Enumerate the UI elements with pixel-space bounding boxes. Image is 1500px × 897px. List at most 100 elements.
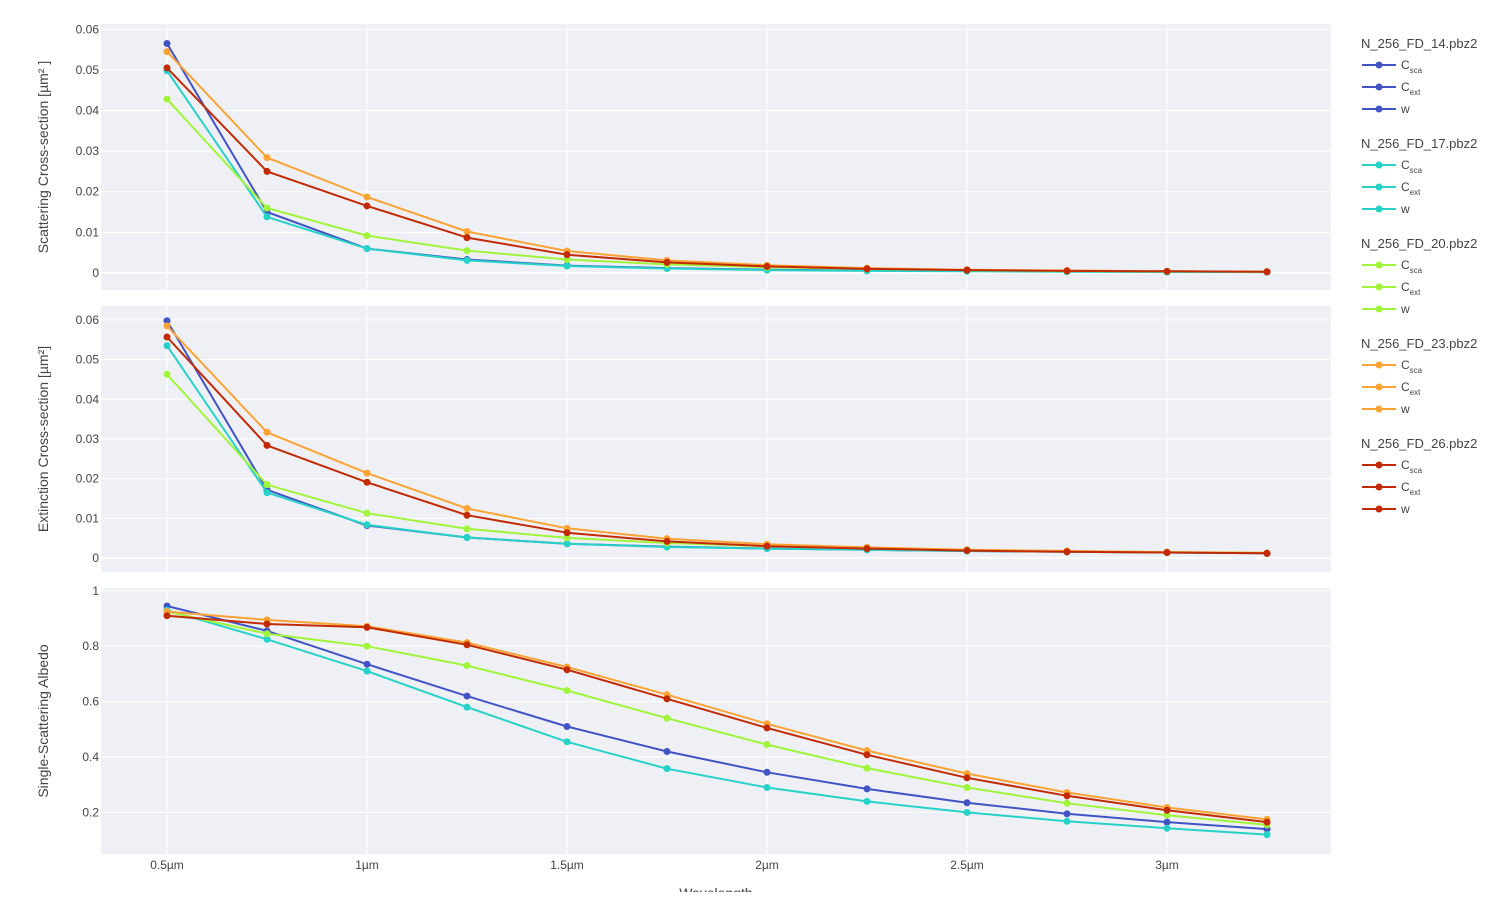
series-2-w xyxy=(163,606,1271,839)
legend-marker xyxy=(1375,283,1383,291)
legend-marker xyxy=(1375,183,1383,191)
legend-label: w xyxy=(1400,302,1410,316)
x-tick-label: 2µm xyxy=(755,858,779,872)
data-point xyxy=(663,765,671,773)
y-axis-title: Single-Scattering Albedo xyxy=(35,644,51,798)
legend-label: w xyxy=(1400,502,1410,516)
legend-label-base: C xyxy=(1401,380,1410,394)
data-point xyxy=(763,768,771,776)
y-tick-label: 0.4 xyxy=(82,750,99,764)
legend-group-title: N_256_FD_14.pbz2 xyxy=(1361,36,1477,51)
legend-marker xyxy=(1375,105,1383,113)
data-point xyxy=(263,441,271,449)
data-point xyxy=(363,232,371,240)
data-point xyxy=(463,533,471,541)
data-point xyxy=(163,48,171,56)
data-point xyxy=(363,193,371,201)
legend-marker xyxy=(1375,483,1383,491)
legend-label-base: w xyxy=(1400,402,1410,416)
data-point xyxy=(563,723,571,731)
legend-marker xyxy=(1375,361,1383,369)
legend-item: w xyxy=(1362,502,1410,516)
series-line xyxy=(166,609,1268,836)
legend-item: w xyxy=(1362,202,1410,216)
data-point xyxy=(1263,549,1271,557)
legend-label-base: w xyxy=(1400,502,1410,516)
data-point xyxy=(263,167,271,175)
legend-label-base: w xyxy=(1400,202,1410,216)
legend-label: Cext xyxy=(1401,380,1421,397)
legend-group-title: N_256_FD_20.pbz2 xyxy=(1361,236,1477,251)
data-point xyxy=(763,724,771,732)
data-point xyxy=(163,612,171,620)
legend-label-sub: ext xyxy=(1410,88,1421,97)
data-point xyxy=(363,245,371,253)
legend-label-sub: ext xyxy=(1410,288,1421,297)
legend-item: Cext xyxy=(1362,180,1421,197)
data-point xyxy=(763,542,771,550)
data-point xyxy=(1163,267,1171,275)
legend-item: Csca xyxy=(1362,58,1423,75)
legend-label-base: C xyxy=(1401,180,1410,194)
data-point xyxy=(663,695,671,703)
legend-label-base: C xyxy=(1401,80,1410,94)
legend-label-base: C xyxy=(1401,258,1410,272)
legend-label-sub: sca xyxy=(1410,166,1423,175)
y-tick-label: 1 xyxy=(92,584,99,598)
legend-label-sub: sca xyxy=(1410,366,1423,375)
data-point xyxy=(363,667,371,675)
legend-label-base: w xyxy=(1400,302,1410,316)
data-point xyxy=(163,342,171,350)
y-tick-label: 0.03 xyxy=(76,144,100,158)
data-point xyxy=(1163,824,1171,832)
legend-label-sub: ext xyxy=(1410,388,1421,397)
data-point xyxy=(1063,267,1071,275)
plot-area xyxy=(101,588,1331,854)
legend-label: w xyxy=(1400,102,1410,116)
y-axis-title: Extinction Cross-section [µm²] xyxy=(35,346,51,532)
data-point xyxy=(1263,268,1271,276)
data-point xyxy=(1263,818,1271,826)
legend-label: Csca xyxy=(1401,58,1423,75)
y-tick-label: 0.8 xyxy=(82,639,99,653)
data-point xyxy=(763,741,771,749)
data-point xyxy=(1263,831,1271,839)
legend-item: Csca xyxy=(1362,458,1423,475)
data-point xyxy=(863,785,871,793)
legend-label: Csca xyxy=(1401,158,1423,175)
y-tick-label: 0.05 xyxy=(76,353,100,367)
data-point xyxy=(1063,548,1071,556)
legend: N_256_FD_14.pbz2CscaCextwN_256_FD_17.pbz… xyxy=(1361,36,1477,516)
legend-item: w xyxy=(1362,302,1410,316)
data-point xyxy=(463,256,471,264)
data-point xyxy=(363,202,371,210)
data-point xyxy=(463,662,471,670)
x-tick-label: 2.5µm xyxy=(950,858,984,872)
legend-label-sub: sca xyxy=(1410,66,1423,75)
legend-item: Cext xyxy=(1362,80,1421,97)
legend-label-base: C xyxy=(1401,358,1410,372)
data-point xyxy=(563,529,571,537)
legend-marker xyxy=(1375,461,1383,469)
data-point xyxy=(863,545,871,553)
data-point xyxy=(363,623,371,631)
legend-label: Csca xyxy=(1401,358,1423,375)
series-line xyxy=(166,610,1268,826)
series-line xyxy=(166,336,1268,555)
y-tick-label: 0.04 xyxy=(76,392,100,406)
y-tick-label: 0.02 xyxy=(76,472,100,486)
legend-item: Csca xyxy=(1362,358,1423,375)
legend-label: Cext xyxy=(1401,280,1421,297)
legend-label: Csca xyxy=(1401,458,1423,475)
legend-item: Csca xyxy=(1362,258,1423,275)
y-tick-label: 0.01 xyxy=(76,511,100,525)
legend-label-base: w xyxy=(1400,102,1410,116)
panel-w: 0.2 0.4 0.6 0.8 1 Single-Scattering Albedo xyxy=(35,584,1331,854)
series-5-csca xyxy=(163,64,1271,276)
data-point xyxy=(363,478,371,486)
data-point xyxy=(163,95,171,103)
data-point xyxy=(163,317,171,325)
data-point xyxy=(663,537,671,545)
data-point xyxy=(363,521,371,529)
data-point xyxy=(563,534,571,542)
